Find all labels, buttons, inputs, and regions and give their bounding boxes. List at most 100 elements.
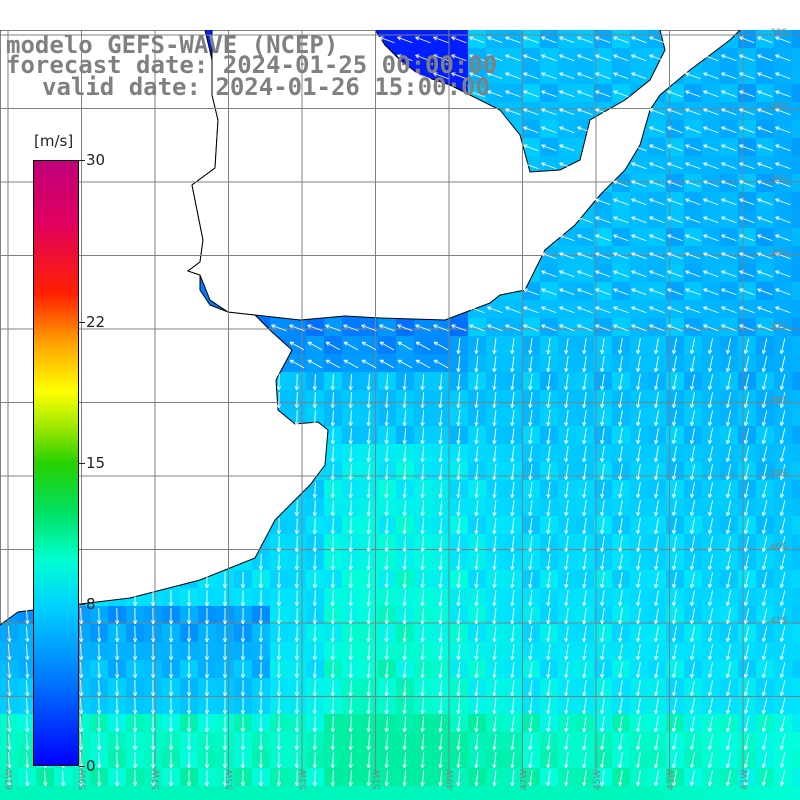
speed-cell [630,48,648,66]
speed-cell [450,66,468,84]
speed-cell [306,318,324,336]
wind-arrow [631,36,647,44]
speed-cell [558,120,576,138]
wind-arrow [433,36,449,44]
speed-cell [36,786,54,800]
wind-arrow [523,36,539,44]
speed-cell [432,66,450,84]
speed-cell [774,138,792,156]
speed-cell [342,354,360,372]
speed-cell [666,174,684,192]
speed-cell [486,300,504,318]
lat-label: 39S [770,469,787,479]
speed-cell [792,750,800,768]
speed-cell [612,228,630,246]
speed-cell [522,66,540,84]
speed-cell [702,300,720,318]
wind-arrow [469,54,485,62]
speed-cell [666,156,684,174]
speed-cell [522,318,540,336]
speed-cell [702,282,720,300]
speed-cell [486,48,504,66]
speed-cell [540,264,558,282]
speed-cell [324,786,342,800]
speed-cell [792,210,800,228]
wind-arrow [649,54,665,62]
speed-cell [396,318,414,336]
speed-cell [432,318,450,336]
speed-cell [306,786,324,800]
speed-cell [630,264,648,282]
speed-cell [576,318,594,336]
speed-cell [792,408,800,426]
speed-cell [756,156,774,174]
speed-cell [774,66,792,84]
speed-cell [792,282,800,300]
wind-arrow [739,54,755,62]
speed-cell [540,300,558,318]
speed-cell [558,48,576,66]
speed-cell [792,138,800,156]
speed-cell [774,264,792,282]
colorbar-unit: [m/s] [34,132,74,150]
speed-cell [648,138,666,156]
wind-arrow [469,72,485,80]
speed-cell [612,786,630,800]
wind-arrow [451,54,467,62]
speed-cell [756,786,774,800]
colorbar-tick-label: 22 [86,312,106,331]
speed-cell [666,120,684,138]
speed-cell [594,84,612,102]
speed-cell [432,354,450,372]
lon-label: 45W [593,770,603,790]
speed-cell [756,120,774,138]
colorbar-tick-label: 0 [86,757,96,775]
wind-arrow [487,54,503,62]
speed-cell [450,48,468,66]
speed-cell [594,786,612,800]
speed-cell [720,102,738,120]
wind-arrow [775,54,791,62]
speed-cell [792,678,800,696]
speed-cell [504,48,522,66]
speed-cell [342,786,360,800]
wind-arrow [559,54,575,62]
wind-arrow [433,72,449,80]
speed-cell [558,264,576,282]
colorbar-tick-mark [79,604,85,606]
speed-cell [144,786,162,800]
speed-cell [720,84,738,102]
wind-arrow [451,36,467,44]
speed-cell [684,174,702,192]
speed-cell [450,786,468,800]
speed-cell [684,786,702,800]
speed-cell [360,336,378,354]
speed-cell [522,102,540,120]
wind-arrow [433,54,449,62]
speed-cell [360,318,378,336]
speed-cell [540,156,558,174]
speed-cell [630,318,648,336]
speed-cell [702,156,720,174]
speed-cell [468,786,486,800]
speed-cell [558,786,576,800]
speed-cell [756,174,774,192]
speed-cell [792,192,800,210]
speed-cell [792,588,800,606]
speed-cell [666,102,684,120]
speed-cell [702,210,720,228]
speed-cell [792,498,800,516]
lat-label: 38S [770,396,787,406]
wind-arrow [523,72,539,80]
speed-cell [774,210,792,228]
speed-cell [162,786,180,800]
wind-arrow [631,54,647,62]
speed-cell [792,318,800,336]
wind-arrow [721,54,737,62]
speed-cell [648,210,666,228]
speed-cell [720,786,738,800]
speed-cell [792,300,800,318]
speed-cell [756,228,774,246]
speed-cell [594,300,612,318]
